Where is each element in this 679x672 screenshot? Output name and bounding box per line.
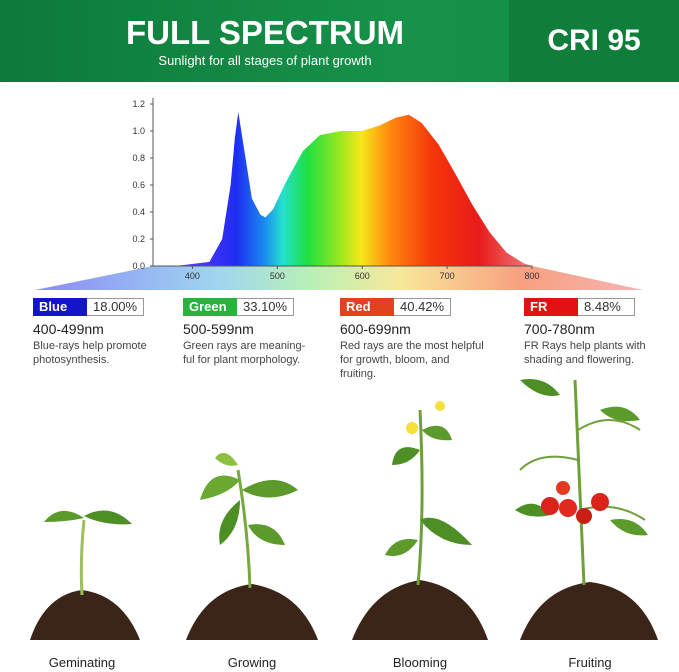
band-desc: Green rays are meaning-ful for plant mor…	[183, 339, 328, 367]
band: Green 33.10% 500-599nm Green rays are meani…	[183, 298, 328, 367]
desc-line: Blue-rays help promote	[33, 340, 147, 352]
band-name: Blue	[33, 298, 87, 316]
stage-label: Blooming	[392, 655, 448, 670]
band-name: Green	[183, 298, 237, 316]
plant-4	[515, 379, 658, 640]
plants	[30, 379, 658, 640]
plant-3	[352, 401, 488, 640]
desc-line: Red rays are the most helpful	[340, 340, 484, 352]
stage-label: Fruiting	[568, 655, 612, 670]
y-tick-label: 1.0	[132, 126, 145, 136]
spectrum-chart: 0.0 0.2 0.4 0.6 0.8 1.0 1.2 400 500 600 700 800	[35, 98, 643, 290]
badge-box	[509, 0, 679, 82]
band: Blue 18.00% 400-499nm Blue-rays help promot…	[33, 298, 178, 367]
title: FULL SPECTRUM	[125, 14, 405, 51]
desc-line: FR Rays help plants with	[524, 340, 646, 352]
plant-2	[186, 452, 318, 640]
spectrum-band	[35, 266, 643, 290]
desc-line: Green rays are meaning-	[183, 340, 306, 352]
band-range: 400-499nm	[33, 321, 104, 337]
band-range: 600-699nm	[340, 321, 411, 337]
x-tick-label: 700	[440, 271, 455, 281]
x-tick-label: 400	[185, 271, 200, 281]
y-tick-label: 1.2	[132, 99, 145, 109]
desc-line: photosynthesis.	[33, 354, 110, 366]
band-range: 500-599nm	[183, 321, 254, 337]
badge: CRI 95	[547, 24, 641, 57]
band-desc: Blue-rays help promote photosynthesis.	[33, 339, 178, 367]
y-tick-label: 0.4	[132, 207, 145, 217]
x-tick-label: 800	[524, 271, 539, 281]
band-tag: FR 8.48%	[524, 298, 669, 316]
band-tag: Green 33.10%	[183, 298, 328, 316]
band-range: 700-780nm	[524, 321, 595, 337]
subtitle: Sunlight for all stages of plant growth	[158, 53, 372, 68]
band-share: 18.00%	[87, 298, 144, 316]
band-desc: FR Rays help plants with shading and flow…	[524, 339, 669, 367]
band: Red 40.42% 600-699nm Red rays are the most …	[340, 298, 485, 381]
y-tick-label: 0.8	[132, 153, 145, 163]
band-share: 33.10%	[237, 298, 294, 316]
stage-label: Growing	[227, 655, 277, 670]
plant-1	[30, 510, 140, 640]
y-tick-label: 0.6	[132, 180, 145, 190]
spectrum-area	[175, 112, 532, 266]
band-desc: Red rays are the most helpful for growth,…	[340, 339, 485, 381]
band: FR 8.48% 700-780nm FR Rays help plants with…	[524, 298, 669, 367]
y-tick-label: 0.0	[132, 261, 145, 271]
band-name: FR	[524, 298, 578, 316]
stage-label: Geminating	[48, 655, 116, 670]
desc-line: ful for plant morphology.	[183, 354, 301, 366]
band-tag: Blue 18.00%	[33, 298, 178, 316]
x-tick-label: 600	[355, 271, 370, 281]
band-share: 40.42%	[394, 298, 451, 316]
desc-line: shading and flowering.	[524, 354, 635, 366]
band-name: Red	[340, 298, 394, 316]
desc-line: for growth, bloom, and fruiting.	[340, 354, 450, 380]
band-share: 8.48%	[578, 298, 635, 316]
band-tag: Red 40.42%	[340, 298, 485, 316]
x-tick-label: 500	[270, 271, 285, 281]
y-tick-label: 0.2	[132, 234, 145, 244]
